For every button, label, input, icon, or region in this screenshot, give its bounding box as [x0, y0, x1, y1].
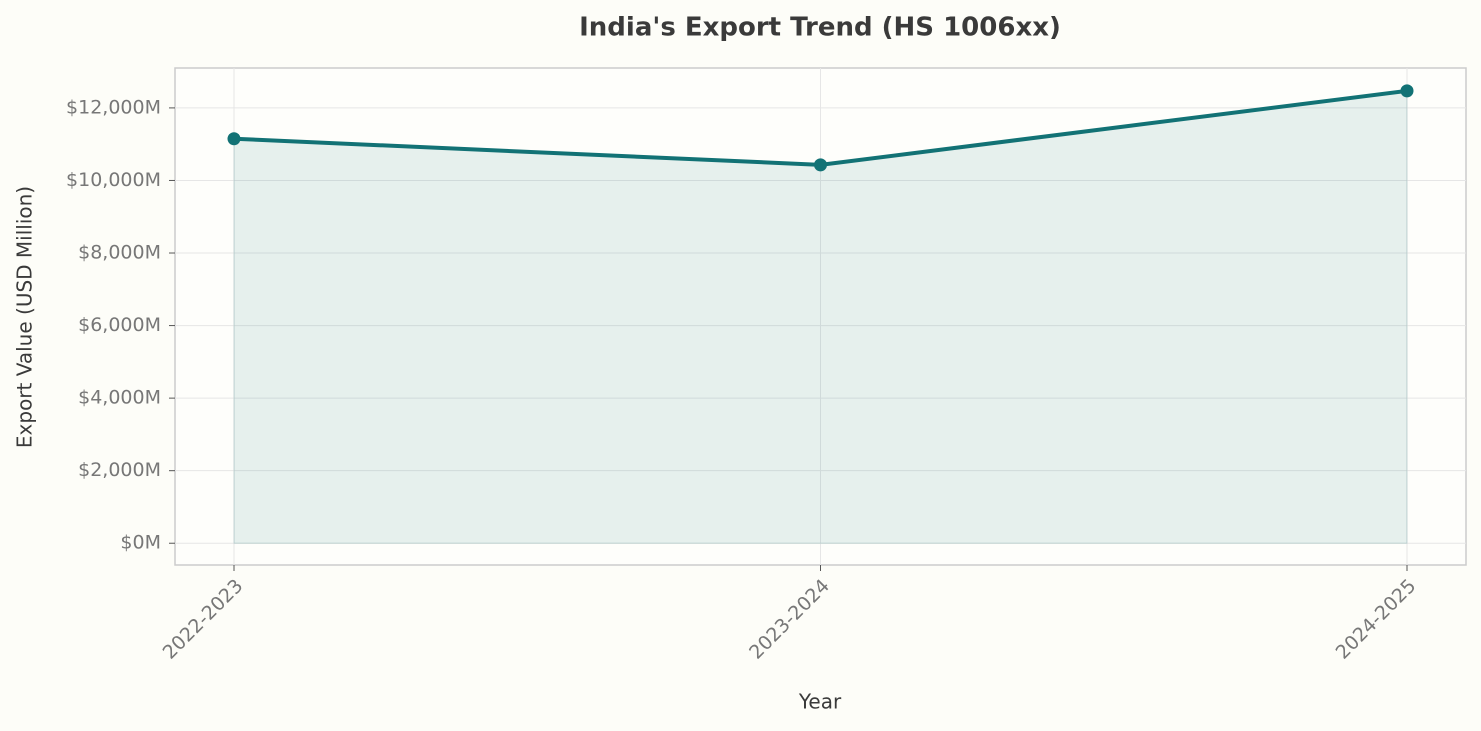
- point: [227, 132, 241, 146]
- y-tick-label: $6,000M: [78, 314, 161, 336]
- y-tick-label: $0M: [120, 532, 161, 554]
- y-tick-label: $2,000M: [78, 459, 161, 481]
- point: [814, 158, 827, 172]
- y-tick-label: $8,000M: [78, 242, 161, 264]
- y-tick-label: $12,000M: [66, 96, 161, 118]
- y-axis-label: Export Value (USD Million): [13, 186, 37, 448]
- chart-title: India's Export Trend (HS 1006xx): [579, 13, 1061, 43]
- y-tick-label: $10,000M: [66, 169, 161, 191]
- y-tick-label: $4,000M: [78, 387, 161, 409]
- x-axis-label: Year: [798, 690, 842, 714]
- point: [1400, 84, 1414, 98]
